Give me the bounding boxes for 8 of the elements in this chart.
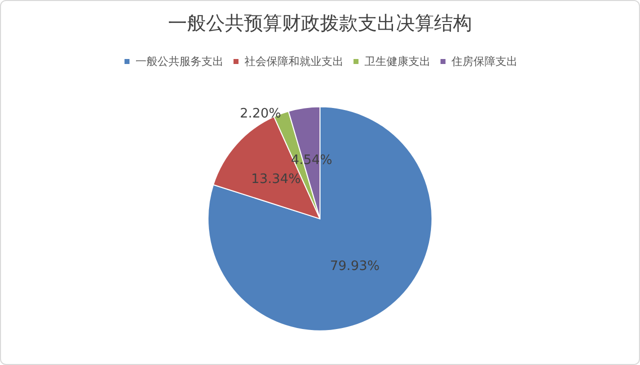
data-label: 13.34% [251, 172, 301, 188]
legend-label: 住房保障支出 [452, 55, 518, 68]
data-label: 2.20% [240, 106, 282, 122]
legend-label: 卫生健康支出 [364, 55, 430, 68]
legend-label: 一般公共服务支出 [136, 55, 224, 68]
data-label: 79.93% [330, 258, 380, 274]
chart-title: 一般公共预算财政拨款支出决算结构 [168, 12, 472, 34]
legend-label: 社会保障和就业支出 [244, 55, 344, 68]
